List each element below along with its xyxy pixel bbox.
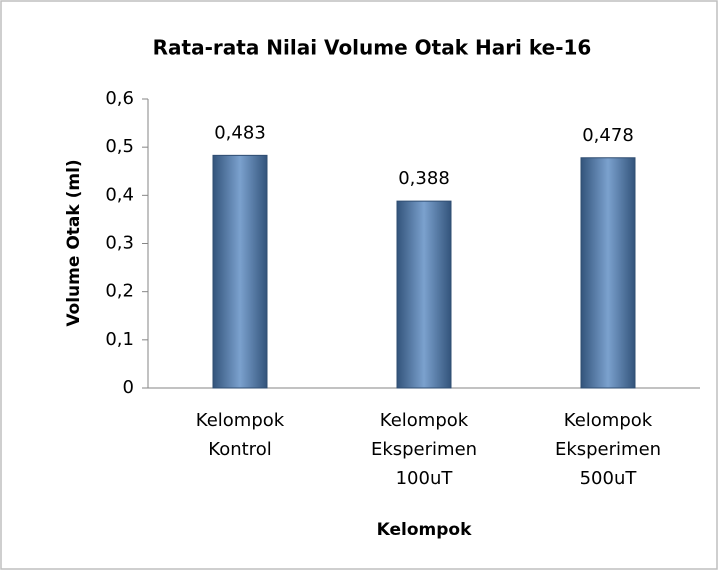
x-tick-label: Kelompok Eksperimen 100uT [370, 410, 478, 489]
y-tick-label: 0,2 [105, 281, 134, 302]
y-tick-label: 0,4 [105, 184, 134, 205]
bar [580, 157, 636, 389]
value-label: 0,483 [214, 122, 266, 143]
y-axis-title: Volume Otak (ml) [64, 159, 84, 326]
chart-title: Rata-rata Nilai Volume Otak Hari ke-16 [153, 36, 592, 60]
y-tick-label: 0 [123, 377, 134, 398]
y-tick-label: 0,1 [105, 329, 134, 350]
x-tick-label: Kelompok Kontrol [195, 410, 285, 460]
bar [212, 154, 268, 389]
y-tick-label: 0,5 [105, 136, 134, 157]
value-label: 0,388 [398, 168, 450, 189]
value-label: 0,478 [582, 125, 634, 146]
y-tick-label: 0,3 [105, 233, 134, 254]
x-tick-label: Kelompok Eksperimen 500uT [554, 410, 662, 489]
x-axis-title: Kelompok [377, 520, 472, 540]
y-tick-label: 0,6 [105, 88, 134, 109]
bar [396, 200, 452, 389]
